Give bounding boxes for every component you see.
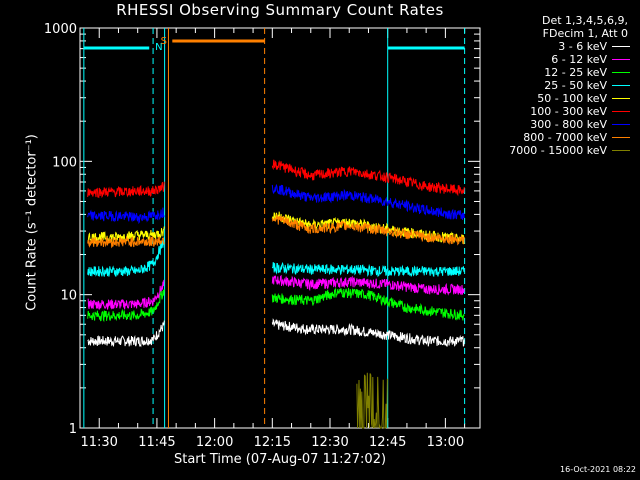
legend: Det 1,3,4,5,6,9, FDecim 1, Att 0 3 - 6 k…	[484, 14, 630, 157]
legend-entry: 100 - 300 keV	[484, 105, 630, 118]
plot-frame	[79, 27, 481, 429]
y-tick-label: 1000	[44, 22, 77, 37]
legend-entry: 25 - 50 keV	[484, 79, 630, 92]
series-6_12keV	[87, 274, 465, 310]
legend-swatch	[612, 46, 630, 47]
legend-swatch	[612, 98, 630, 99]
legend-label: 50 - 100 keV	[537, 92, 607, 105]
y-tick-label: 1	[69, 422, 77, 437]
legend-swatch	[612, 150, 630, 151]
x-tick-label: 12:00	[196, 435, 233, 450]
legend-label: 100 - 300 keV	[530, 105, 607, 118]
x-axis-label: Start Time (07-Aug-07 11:27:02)	[173, 452, 387, 467]
series-12_25keV	[87, 287, 465, 323]
legend-entry: 3 - 6 keV	[484, 40, 630, 53]
y-tick-label: 10	[60, 289, 77, 304]
series-line	[356, 372, 388, 429]
legend-entries: 3 - 6 keV 6 - 12 keV 12 - 25 keV 25 - 50 ke…	[484, 40, 630, 157]
x-tick-label: 11:45	[138, 435, 175, 450]
series-7000_15000keV	[356, 372, 388, 429]
legend-label: 12 - 25 keV	[544, 66, 607, 79]
series-line	[87, 289, 165, 323]
series-line	[271, 287, 465, 321]
series-line	[271, 214, 465, 246]
series-line	[271, 159, 465, 197]
legend-header-line-1: Det 1,3,4,5,6,9,	[541, 14, 628, 27]
legend-label: 800 - 7000 keV	[523, 131, 607, 144]
series-line	[271, 318, 465, 348]
legend-entry: 7000 - 15000 keV	[484, 144, 630, 157]
x-tick-label: 12:30	[311, 435, 348, 450]
legend-swatch	[612, 59, 630, 60]
legend-label: 25 - 50 keV	[544, 79, 607, 92]
series-line	[87, 279, 165, 310]
legend-swatch	[612, 124, 630, 125]
chart-title: RHESSI Observing Summary Count Rates	[116, 1, 444, 19]
legend-entry: 6 - 12 keV	[484, 53, 630, 66]
legend-entry: 300 - 800 keV	[484, 118, 630, 131]
series-line	[87, 236, 165, 277]
series-3_6keV	[87, 318, 465, 348]
legend-swatch	[612, 85, 630, 86]
legend-label: 6 - 12 keV	[551, 53, 607, 66]
legend-label: 300 - 800 keV	[530, 118, 607, 131]
series-line	[271, 183, 465, 220]
timestamp-footer: 16-Oct-2021 08:22	[560, 465, 636, 474]
x-tick-label: 11:30	[80, 435, 117, 450]
series-100_300keV	[87, 159, 465, 199]
series-line	[271, 261, 465, 278]
series-line	[87, 235, 165, 249]
legend-label: 7000 - 15000 keV	[509, 144, 607, 157]
series-line	[87, 320, 165, 348]
x-tick-label: 12:45	[369, 435, 406, 450]
x-tick-label: 13:00	[427, 435, 464, 450]
legend-entry: 12 - 25 keV	[484, 66, 630, 79]
saa-flag-label: S	[161, 36, 167, 47]
series-25_50keV	[87, 236, 465, 278]
legend-entry: 50 - 100 keV	[484, 92, 630, 105]
legend-label: 3 - 6 keV	[558, 40, 607, 53]
x-tick-label: 12:15	[254, 435, 291, 450]
y-axis-label: Count Rate (s⁻¹ detector⁻¹)	[24, 134, 40, 311]
legend-swatch	[612, 137, 630, 138]
legend-swatch	[612, 72, 630, 73]
legend-header-line-2: FDecim 1, Att 0	[542, 27, 628, 40]
legend-entry: 800 - 7000 keV	[484, 131, 630, 144]
night-flag-label: N	[155, 42, 162, 53]
series-800_7000keV	[87, 214, 465, 249]
series-line	[87, 181, 165, 199]
series-line	[271, 274, 465, 296]
legend-swatch	[612, 111, 630, 112]
series-line	[87, 207, 165, 225]
y-tick-label: 100	[52, 155, 77, 170]
series-300_800keV	[87, 183, 465, 225]
